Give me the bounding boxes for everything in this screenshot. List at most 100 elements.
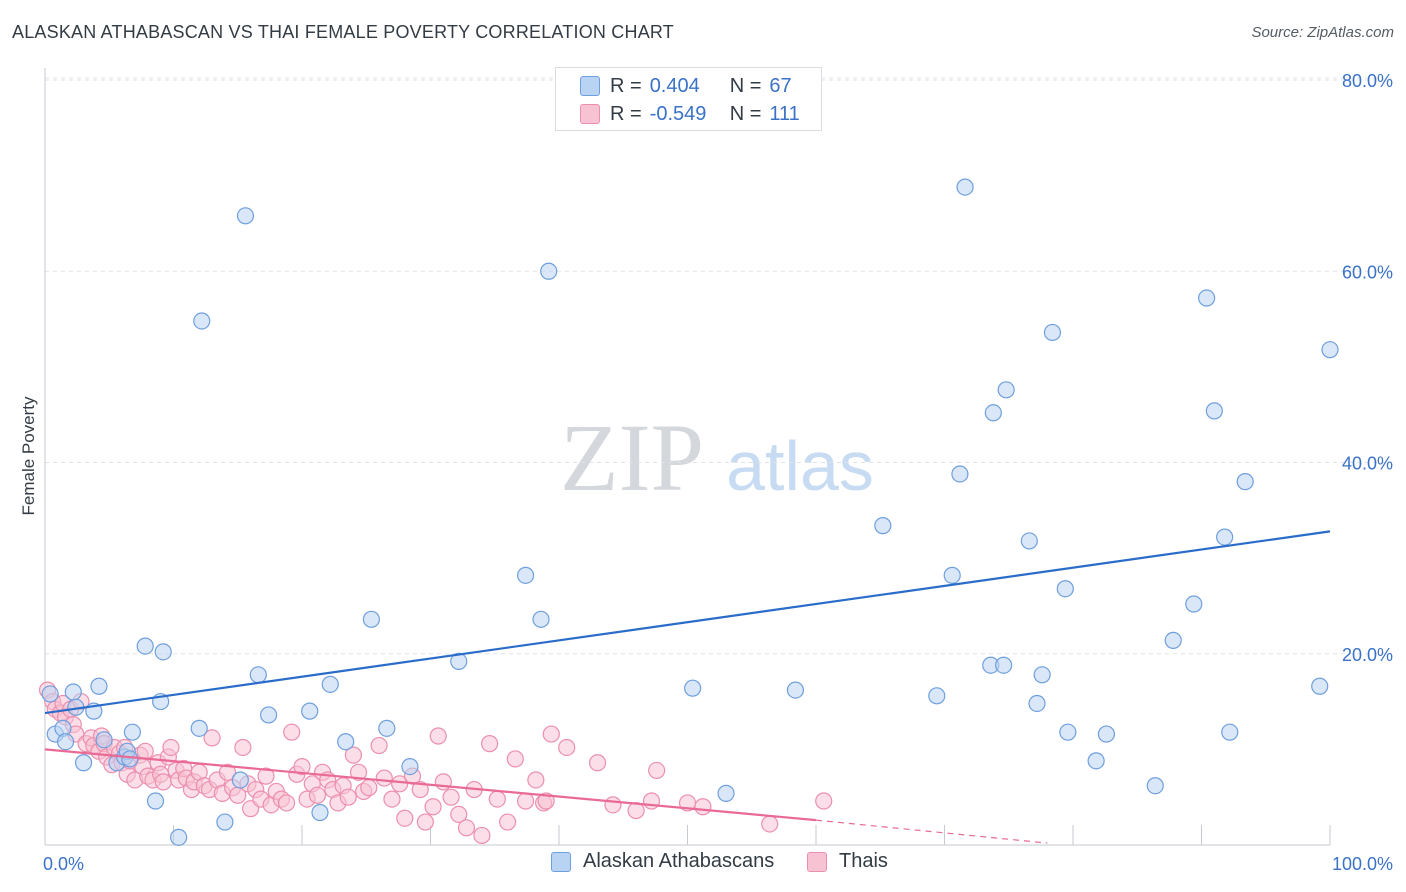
data-point [473,826,491,845]
data-point [154,643,172,661]
data-point [1164,631,1182,649]
data-point [416,813,434,831]
data-point [1198,289,1216,307]
data-point [170,828,188,846]
legend-n-value: 111 [769,102,800,125]
data-point [558,738,576,757]
data-point [90,677,108,695]
data-point [95,731,113,749]
legend-n-label: N = [729,74,762,97]
data-point [1221,723,1239,741]
data-point [308,786,327,804]
series-legend-label: Alaskan Athabascans [583,850,775,872]
data-point [383,790,401,808]
x-tick-label-max: 100.0% [1332,854,1393,874]
data-point [874,517,892,535]
data-point [1146,777,1164,795]
data-point [588,754,607,772]
data-point [231,771,249,789]
trend-line-thais [44,748,817,822]
data-point [786,681,805,699]
legend-swatch-blue [580,76,600,96]
data-point [259,706,278,724]
data-point [64,683,82,701]
trend-line-thais-extension [815,819,1048,844]
data-point [123,723,141,741]
data-point [1321,341,1339,359]
data-point [761,815,779,833]
data-point [488,790,506,808]
data-point [928,687,946,705]
data-point [375,769,393,787]
chart-title: ALASKAN ATHABASCAN VS THAI FEMALE POVERT… [12,22,674,42]
series-legend: Alaskan Athabascans Thais [0,850,1406,878]
data-point [1033,666,1051,684]
data-point [56,733,75,751]
data-point [203,729,221,747]
data-point [648,761,666,780]
data-point [815,792,833,810]
x-tick-label-min: 0.0% [43,854,84,874]
series-swatch-blue [551,851,571,872]
data-point [442,788,460,806]
data-point [257,767,275,785]
legend-swatch-pink [580,104,600,124]
trend-lines [44,530,1331,844]
legend-r-value: -0.549 [649,102,707,125]
data-point [136,637,154,655]
legend-r-label: R = [610,102,642,125]
watermark-zip: ZIP [560,404,704,511]
source-label: Source: ZipAtlas.com [1251,24,1394,41]
data-point [943,566,961,584]
data-point [1087,752,1105,770]
data-point [1020,532,1038,550]
y-tick-label: 20.0% [1342,645,1393,665]
data-point [349,763,368,781]
data-point [146,792,165,810]
data-point [604,796,622,814]
data-point [74,754,93,772]
data-point [506,750,524,768]
data-point [236,207,255,225]
data-point [411,780,429,799]
data-point [218,763,237,781]
data-point [1097,725,1116,743]
data-point [190,719,208,737]
data-point [450,805,468,824]
legend-r-value: 0.404 [649,74,700,97]
watermark-atlas: atlas [726,427,874,505]
data-point [1216,528,1234,546]
legend-row-athabascans: R = 0.404 N = 67 [580,73,792,99]
data-point [684,679,702,697]
data-point [339,788,357,806]
data-point [537,792,555,810]
data-point [542,725,560,743]
data-point [1043,323,1062,342]
data-point [1028,694,1046,713]
legend-row-thais: R = -0.549 N = 111 [580,101,800,127]
data-point [362,610,380,628]
y-tick-label: 80.0% [1342,71,1393,91]
alaskan-athabascans-points [41,178,1339,846]
grid [45,77,1392,655]
data-point [984,404,1002,422]
data-point [234,738,252,757]
data-point [951,465,969,483]
legend-n-value: 67 [769,74,792,97]
data-point [360,779,378,797]
data-point [1059,723,1077,741]
axes [44,68,1331,846]
data-point [337,733,355,751]
data-point [499,813,517,831]
data-point [516,792,535,810]
data-point [995,656,1013,674]
data-point [154,773,172,791]
data-point [293,757,311,776]
data-point [401,757,419,776]
data-point [391,775,409,793]
data-point [193,312,211,330]
data-point [41,685,59,703]
legend-n-label: N = [729,102,762,125]
series-legend-thais: Thais [807,850,888,873]
